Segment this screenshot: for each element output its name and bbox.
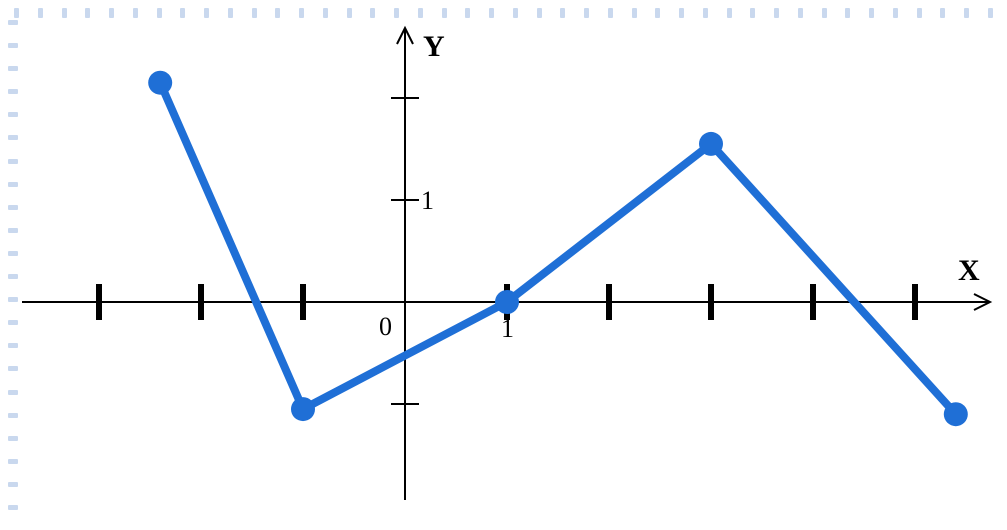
line-chart <box>0 0 1007 530</box>
y-axis-label: Y <box>423 30 445 64</box>
axis-ticks <box>99 98 915 404</box>
origin-label: 0 <box>379 312 392 342</box>
y-tick-1-label: 1 <box>421 186 434 216</box>
line-series <box>148 71 968 427</box>
chart-container: Y X 0 1 1 <box>0 0 1007 530</box>
x-tick-1-label: 1 <box>501 314 514 344</box>
x-axis-label: X <box>958 254 980 288</box>
